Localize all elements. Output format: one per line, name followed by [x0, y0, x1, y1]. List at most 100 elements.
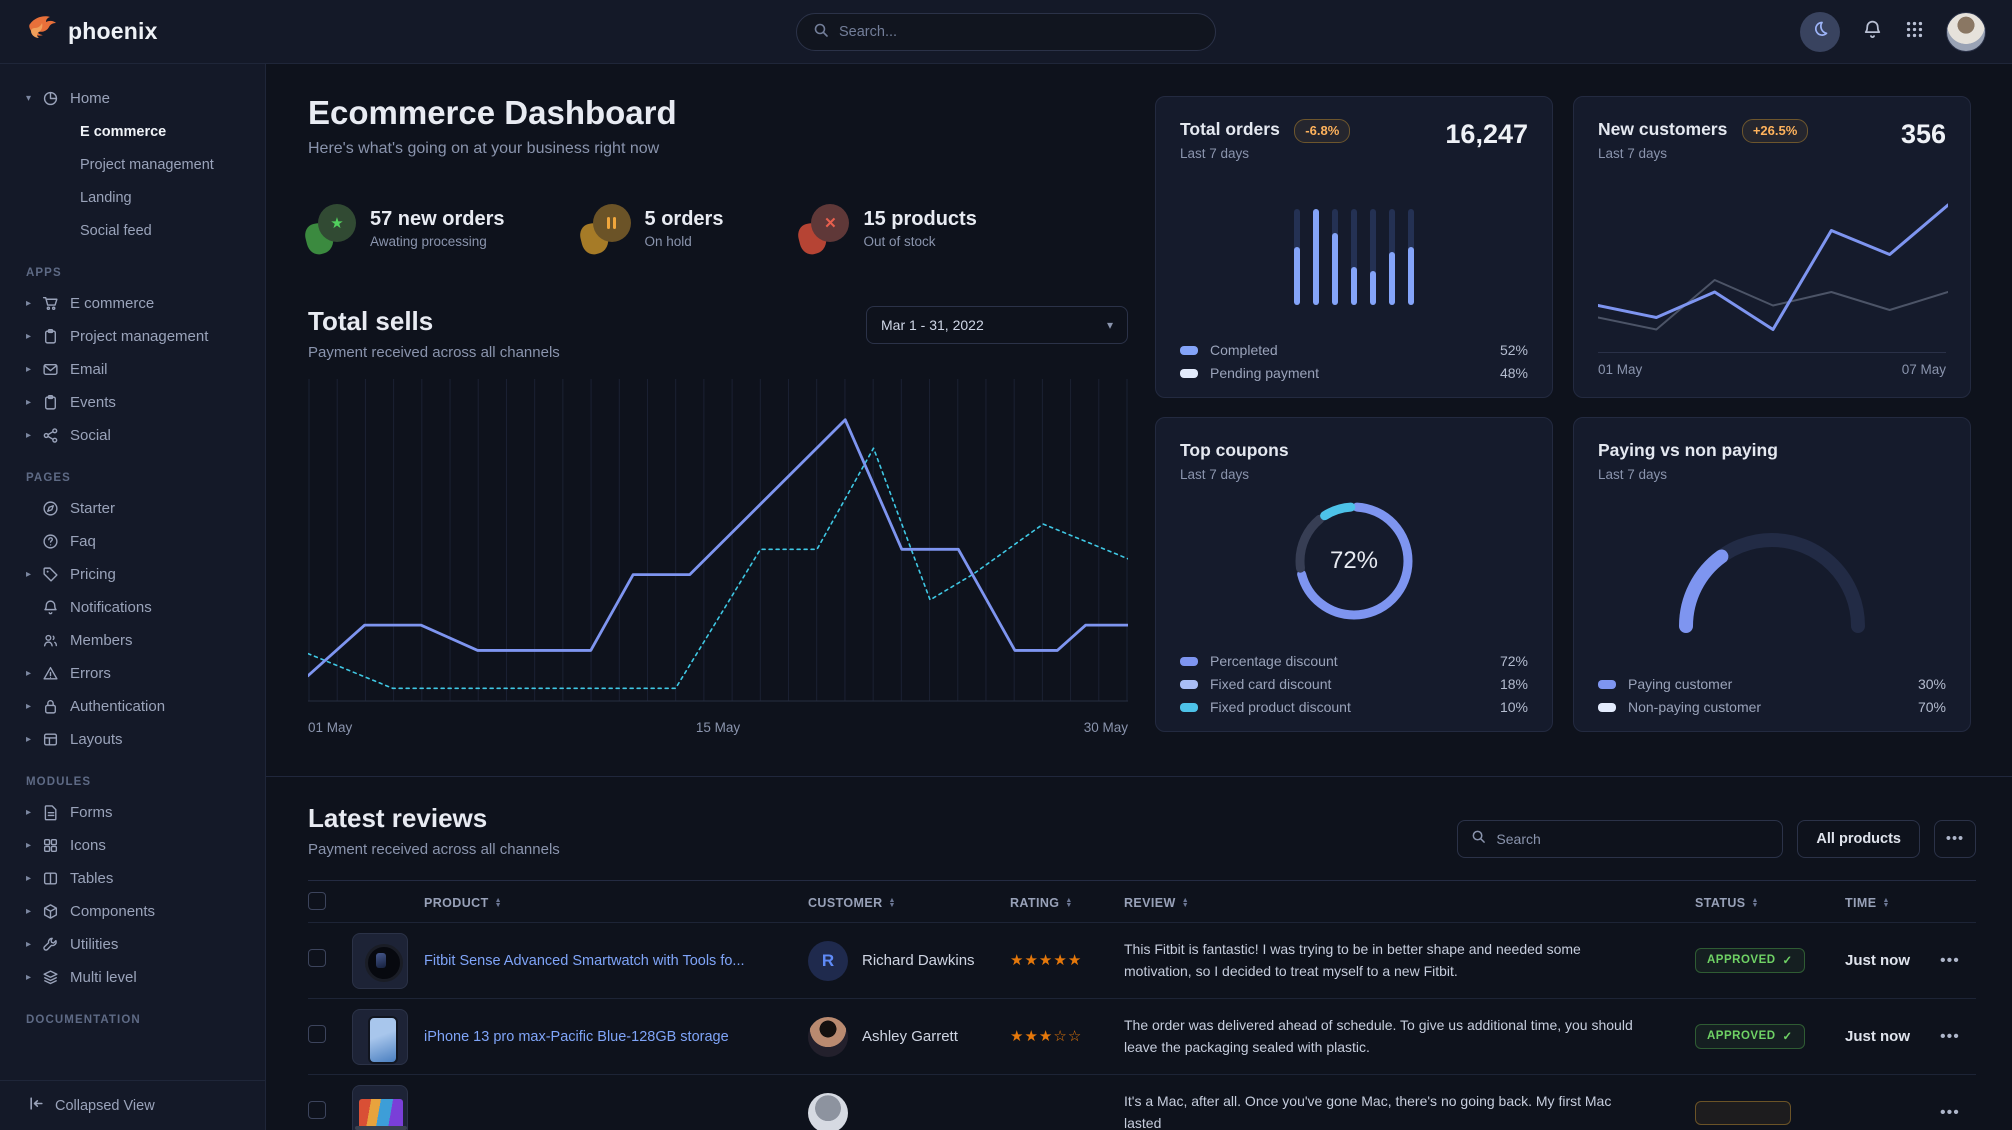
global-search[interactable] [796, 13, 1216, 51]
sidebar-item-multi-level[interactable]: ▸ Multi level [0, 961, 265, 994]
layers-icon [42, 969, 70, 986]
sidebar-item-components[interactable]: ▸ Components [0, 895, 265, 928]
all-products-button[interactable]: All products [1797, 820, 1920, 858]
sidebar: ▾ Home E commerce Project management Landin… [0, 64, 266, 1130]
sidebar-item-landing[interactable]: Landing [80, 189, 132, 206]
sidebar-item-home[interactable]: ▾ Home [0, 82, 265, 115]
sidebar-item-starter[interactable]: Starter [0, 492, 265, 525]
sidebar-item-label: Layouts [70, 731, 123, 748]
sidebar-item-social[interactable]: ▸ Social [0, 419, 265, 452]
col-product[interactable]: PRODUCT ▲ ▼ [424, 895, 502, 910]
top-navbar: phoenix [0, 0, 2012, 64]
legend-swatch [1180, 656, 1198, 666]
dark-mode-toggle[interactable] [1800, 11, 1840, 52]
row-menu-button[interactable]: ••• [1940, 1027, 1960, 1045]
sidebar-item-label: Errors [70, 665, 111, 682]
legend-value: 52% [1499, 342, 1528, 358]
row-checkbox[interactable] [308, 1025, 326, 1043]
sidebar-item-project-management[interactable]: Project management [80, 156, 214, 173]
legend-value: 10% [1499, 699, 1528, 715]
reviews-search-input[interactable] [1496, 831, 1770, 847]
apps-menu-button[interactable] [1905, 20, 1924, 44]
customer-name: Ashley Garrett [862, 1028, 958, 1045]
wrench-icon [42, 936, 70, 953]
collapse-label: Collapsed View [55, 1097, 155, 1114]
card-value: 356 [1900, 119, 1946, 149]
sort-icon: ▲ ▼ [1065, 897, 1073, 910]
x-tick: 01 May [1598, 362, 1643, 377]
product-link[interactable]: Fitbit Sense Advanced Smartwatch with To… [424, 952, 745, 969]
user-avatar[interactable] [1946, 11, 1986, 52]
legend-item: Fixed product discount 10% [1180, 699, 1528, 715]
row-menu-button[interactable]: ••• [1940, 1103, 1960, 1121]
sidebar-item-social-feed[interactable]: Social feed [80, 222, 152, 239]
sidebar-item-tables[interactable]: ▸ Tables [0, 862, 265, 895]
order-bar [1389, 209, 1395, 305]
card-value: 16,247 [1445, 119, 1528, 149]
sidebar-item-notifications[interactable]: Notifications [0, 591, 265, 624]
caret-right-icon: ▸ [26, 972, 32, 983]
caret-right-icon: ▸ [26, 840, 32, 851]
sidebar-item-project-management[interactable]: ▸ Project management [0, 320, 265, 353]
sidebar-item-label: Events [70, 394, 116, 411]
reviews-menu-button[interactable]: ••• [1934, 820, 1976, 858]
card-title: Paying vs non paying [1598, 440, 1778, 460]
sidebar-item-label: Components [70, 903, 156, 920]
legend-label: Paying customer [1628, 676, 1733, 692]
coupons-donut-chart: 72% [1291, 498, 1417, 624]
sidebar-item-layouts[interactable]: ▸ Layouts [0, 723, 265, 756]
sidebar-item-e-commerce[interactable]: E commerce [80, 123, 167, 140]
phoenix-logo-icon [26, 14, 58, 49]
legend-item: Percentage discount 72% [1180, 653, 1528, 669]
reviews-search[interactable] [1457, 820, 1784, 858]
sidebar-item-pricing[interactable]: ▸ Pricing [0, 558, 265, 591]
sidebar-item-icons[interactable]: ▸ Icons [0, 829, 265, 862]
row-checkbox[interactable] [308, 949, 326, 967]
total-sells-title: Total sells [308, 306, 434, 336]
product-link[interactable]: iPhone 13 pro max-Pacific Blue-128GB sto… [424, 1028, 729, 1045]
select-all-checkbox[interactable] [308, 892, 326, 910]
paying-gauge-chart [1672, 526, 1872, 634]
brand-name: phoenix [68, 18, 158, 44]
sidebar-item-label: Icons [70, 837, 106, 854]
sidebar-item-faq[interactable]: Faq [0, 525, 265, 558]
sidebar-item-forms[interactable]: ▸ Forms [0, 796, 265, 829]
brand-logo[interactable]: phoenix [26, 14, 158, 49]
order-bar [1408, 209, 1414, 305]
kpi-cards: Total orders -6.8% Last 7 days 16,247 Co… [1155, 96, 1971, 740]
sidebar-item-email[interactable]: ▸ Email [0, 353, 265, 386]
sidebar-item-errors[interactable]: ▸ Errors [0, 657, 265, 690]
col-review[interactable]: REVIEW ▲ ▼ [1124, 895, 1190, 910]
collapsed-view-toggle[interactable]: Collapsed View [0, 1080, 265, 1130]
caret-down-icon: ▾ [26, 93, 32, 104]
caret-right-icon: ▸ [26, 807, 32, 818]
col-status[interactable]: STATUS ▲ ▼ [1695, 895, 1759, 910]
sort-icon: ▲ ▼ [494, 897, 502, 910]
sidebar-item-members[interactable]: Members [0, 624, 265, 657]
total-orders-card: Total orders -6.8% Last 7 days 16,247 Co… [1155, 96, 1553, 398]
notifications-button[interactable] [1862, 19, 1883, 45]
sidebar-section-label: MODULES [26, 776, 92, 788]
sidebar-item-label: Pricing [70, 566, 116, 583]
row-checkbox[interactable] [308, 1101, 326, 1119]
chevron-down-icon: ▾ [1106, 318, 1113, 332]
sidebar-item-e-commerce[interactable]: ▸ E commerce [0, 287, 265, 320]
lock-icon [42, 698, 70, 715]
legend-item: Pending payment 48% [1180, 365, 1528, 381]
stat-new-orders: ★ 57 new orders Awating processing [302, 204, 505, 257]
sidebar-item-label: Home [70, 90, 111, 107]
search-input[interactable] [839, 24, 1199, 40]
caret-right-icon: ▸ [26, 873, 32, 884]
sidebar-item-events[interactable]: ▸ Events [0, 386, 265, 419]
col-rating[interactable]: RATING ▲ ▼ [1010, 895, 1073, 910]
col-time[interactable]: TIME ▲ ▼ [1845, 895, 1890, 910]
date-range-dropdown[interactable]: Mar 1 - 31, 2022 ▾ [866, 306, 1128, 344]
box-icon [42, 903, 70, 920]
stat-sub: On hold [644, 233, 692, 249]
row-menu-button[interactable]: ••• [1940, 951, 1960, 969]
sidebar-item-utilities[interactable]: ▸ Utilities [0, 928, 265, 961]
col-customer[interactable]: CUSTOMER ▲ ▼ [808, 895, 896, 910]
clipboard-icon [42, 394, 70, 411]
sidebar-item-authentication[interactable]: ▸ Authentication [0, 690, 265, 723]
caret-right-icon: ▸ [26, 701, 32, 712]
